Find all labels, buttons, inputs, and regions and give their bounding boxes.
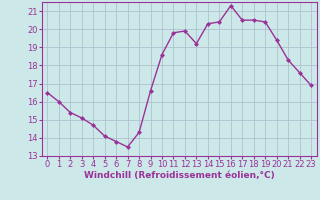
X-axis label: Windchill (Refroidissement éolien,°C): Windchill (Refroidissement éolien,°C) [84,171,275,180]
